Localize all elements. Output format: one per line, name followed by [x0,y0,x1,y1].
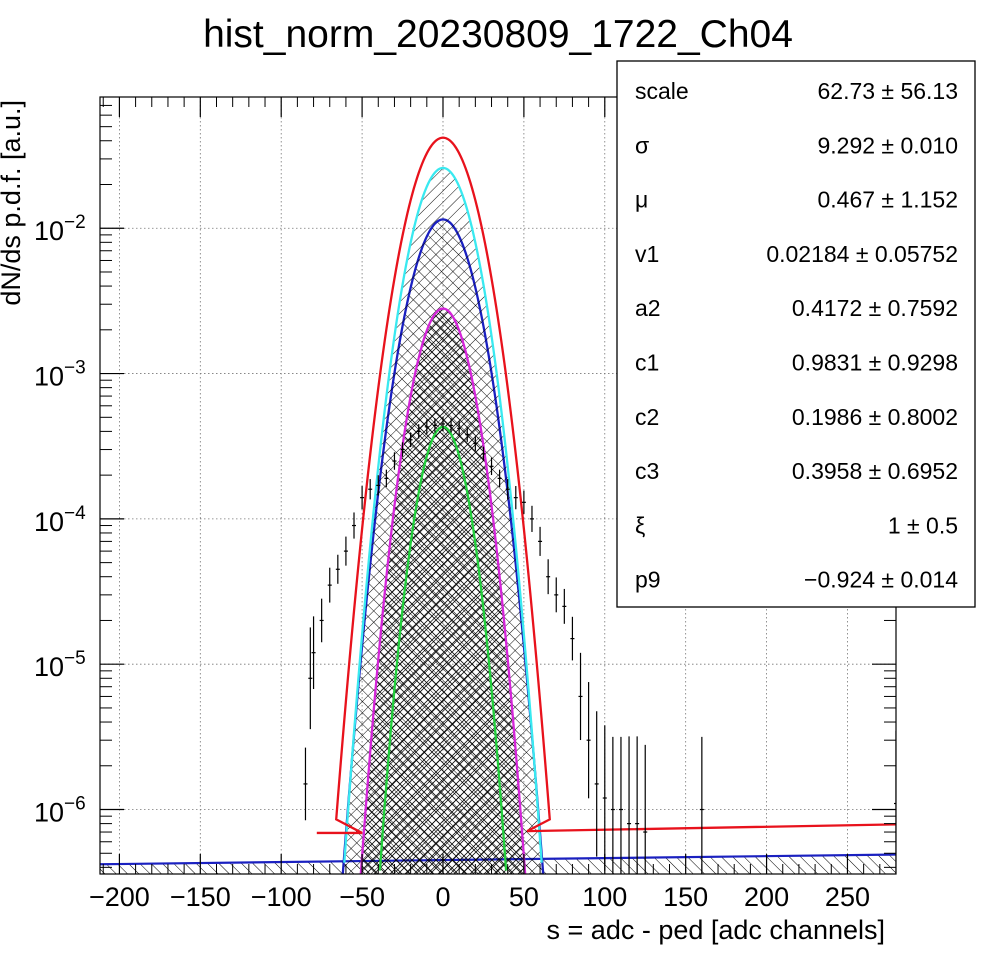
stats-box: scale 62.73 ± 56.13 σ 9.292 ± 0.010 μ 0.467 ±… [616,60,976,608]
x-tick-label: 50 [509,882,539,912]
stats-value: 0.467 ± 1.152 [817,187,958,213]
y-tick-label: 10−3 [34,358,86,392]
x-tick-label: 250 [825,882,870,912]
stats-value: 0.9831 ± 0.9298 [792,350,958,376]
stats-label: p9 [635,567,661,593]
x-tick-label: −200 [89,882,150,912]
x-tick-label: −50 [339,882,385,912]
stats-value: −0.924 ± 0.014 [804,567,958,593]
stats-value: 0.3958 ± 0.6952 [792,458,958,484]
y-axis-label: dN/ds p.d.f. [a.u.] [0,100,26,306]
stats-label: c2 [635,404,659,430]
stats-value: 1 ± 0.5 [888,512,958,538]
stats-box-border [616,60,976,608]
stats-label: ξ [635,512,645,538]
y-tick-label: 10−6 [34,794,86,828]
stats-value: 0.4172 ± 0.7592 [792,295,958,321]
data-points [303,416,896,874]
stats-label: scale [635,78,689,104]
stats-value: 62.73 ± 56.13 [817,78,958,104]
stats-value: 0.02184 ± 0.05752 [766,241,958,267]
x-axis-label: s = adc - ped [adc channels] [547,915,885,945]
series-group [100,136,896,874]
stats-label: c1 [635,350,659,376]
stats-label: a2 [635,295,661,321]
stats-label: c3 [635,458,659,484]
curve-cyan-line [343,166,543,863]
stats-label: μ [635,187,648,213]
stats-value: 9.292 ± 0.010 [817,132,958,158]
x-tick-label: −150 [170,882,231,912]
axes: −200 −150 −100 −50 0 50 100 150 200 250 10−6 10−5 10… [34,96,897,912]
x-tick-label: −100 [251,882,312,912]
y-tick-label: 10−4 [34,503,86,537]
x-tick-label: 100 [582,882,627,912]
y-tick-label: 10−5 [34,648,86,682]
curve-total-line [316,136,896,835]
curve-magenta-line [359,307,527,874]
x-tick-label: 150 [663,882,708,912]
y-tick-label: 10−2 [34,212,86,246]
stats-label: v1 [635,241,659,267]
x-tick-label: 0 [435,882,450,912]
stats-value: 0.1986 ± 0.8002 [792,404,958,430]
x-tick-label: 200 [744,882,789,912]
stats-label: σ [635,132,649,158]
chart-title: hist_norm_20230809_1722_Ch04 [203,13,793,56]
